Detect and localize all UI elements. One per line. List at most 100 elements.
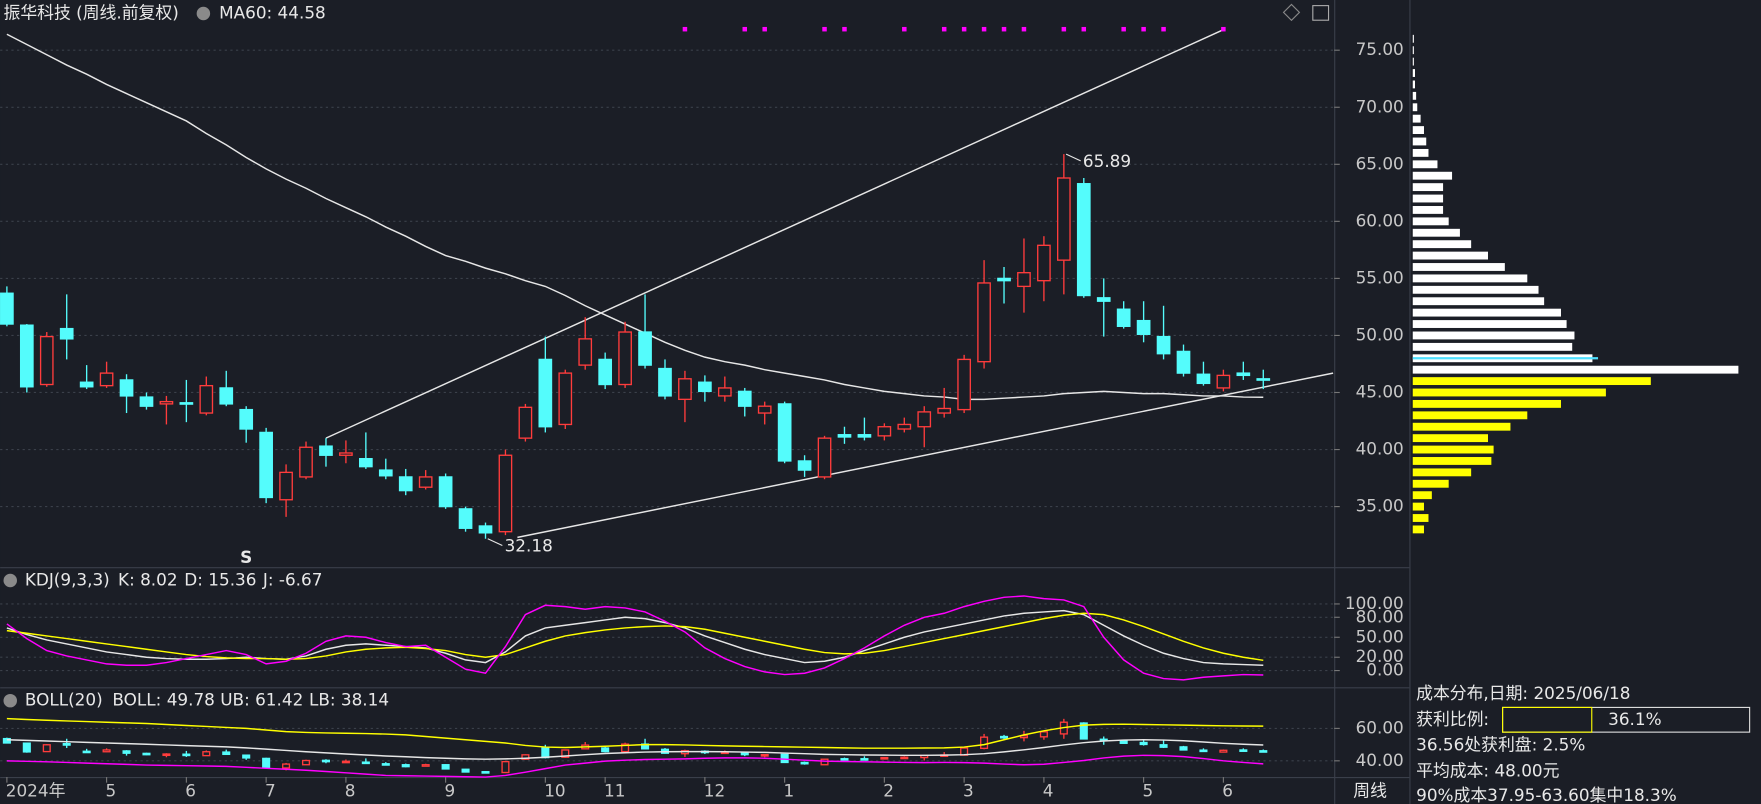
candle-body [381,763,390,766]
x-tick-label: 4 [1043,781,1054,801]
candle-body [1199,749,1208,753]
x-tick-label: 5 [105,781,116,801]
candle-body [658,367,672,397]
signal-dot [961,26,967,32]
legend-ma60: MA60: 44.58 [219,2,326,22]
x-tick-label: 12 [704,781,725,801]
candle-body [618,331,632,386]
series-line [6,33,1264,401]
signal-dot [682,26,688,32]
candle-body [800,761,809,765]
legend-d: D: 15.36 [184,570,256,590]
x-tick-label: 10 [544,781,565,801]
series-line [6,717,1264,749]
profit-at: 36.56处获利盘: 2.5% [1416,735,1585,755]
candle-body [1216,374,1231,389]
loss-bar [1412,194,1444,203]
candle-body [877,426,892,437]
candle-body [558,372,573,426]
candle-body [980,736,989,750]
candle-body [498,454,513,533]
toggle-icon[interactable] [3,693,17,708]
candle-body [1259,750,1268,753]
candle-body [478,525,493,534]
loss-bar [1412,274,1528,283]
loss-bar [1412,342,1573,351]
candle-body [39,335,54,386]
candle-body [737,390,752,407]
series-line [6,612,1264,662]
candle-body [1076,183,1091,297]
candle-body [698,381,712,393]
y-tick-label: 65.00 [1356,153,1404,173]
candle-body [458,508,473,529]
series-line [6,609,1264,666]
candle-body [1179,746,1188,751]
loss-bar [1412,240,1472,249]
legend-ub: UB: 61.42 [220,690,303,710]
y-tick-label: 50.00 [1356,324,1404,344]
loss-bar [1412,80,1416,89]
x-tick-label: 1 [784,781,795,801]
candle-body [199,384,214,414]
y-tick-label: 60.00 [1356,717,1404,737]
candle-body [601,747,610,753]
candle-body [638,331,652,366]
annotation-label: 65.89 [1083,151,1131,171]
candle-body [1196,373,1211,385]
candle-body [202,751,211,757]
x-tick-label: 8 [345,781,356,801]
x-tick-label: 2 [883,781,894,801]
candle-body [1176,350,1191,374]
candle-body [319,445,333,456]
y-tick-label: 45.00 [1356,381,1404,401]
candle-body [518,406,533,439]
layout-icon[interactable] [1312,5,1330,21]
candle-body [42,744,51,753]
candle-body [441,764,450,770]
profit-bar [1412,377,1651,386]
candle-body [621,743,630,753]
toggle-icon[interactable] [3,573,17,588]
candle-body [1136,319,1151,335]
loss-bar [1412,331,1575,340]
profit-bar [1412,411,1528,420]
candle-body [378,469,393,477]
candle-body [837,434,852,438]
candle-body [359,458,373,468]
y-tick-label: 80.00 [1356,606,1404,626]
diamond-icon[interactable] [1282,3,1301,22]
toggle-icon[interactable] [196,6,211,21]
candle-body [62,742,71,746]
candle-body [99,372,114,387]
candle-body [817,437,832,478]
legend-j: J: -6.67 [262,570,323,590]
candle-body [398,476,413,492]
profit-ratio-label: 获利比例: [1416,709,1489,729]
loss-bar [1412,171,1453,180]
candle-body [219,387,234,405]
candle-body [880,756,889,760]
candle-body [438,476,453,508]
signal-dot [822,26,827,32]
profit-bar [1412,479,1449,488]
candle-body [561,749,570,758]
trend-line [325,29,1224,439]
candle-body [1037,244,1051,282]
loss-bar [1412,365,1739,374]
profit-bar [1412,388,1606,397]
profit-bar [1412,445,1494,454]
sell-marker: S [240,547,252,567]
period-label[interactable]: 周线 [1353,781,1387,801]
signal-dot [902,26,907,32]
loss-bar [1412,91,1417,100]
candle-body [1116,308,1131,327]
profit-bar [1412,468,1472,477]
candle-body [1239,749,1248,752]
candle-body [239,408,254,430]
y-tick-label: 20.00 [1356,646,1404,666]
candle-body [937,407,952,414]
loss-bar [1412,137,1427,146]
candle-body [860,758,869,761]
